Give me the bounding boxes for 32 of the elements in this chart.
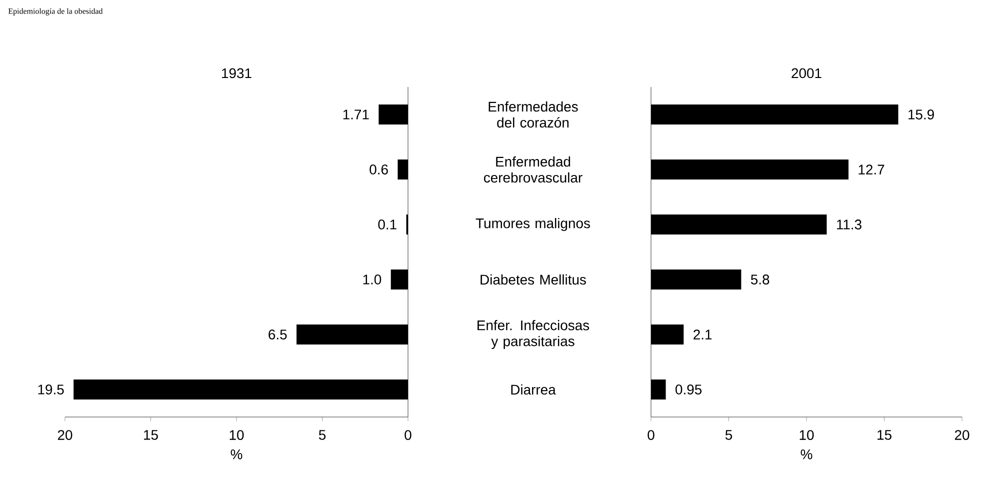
data-label: 1.0: [363, 274, 382, 284]
y-tick-label: Enfer. Infecciosas y parasitarias: [478, 320, 590, 349]
chart-title: 1931: [222, 68, 252, 78]
data-label: 15.9: [908, 110, 934, 120]
x-tick-label: 0: [648, 430, 654, 440]
x-tick-label: 15: [878, 430, 892, 440]
y-tick-label: Diarrea: [511, 384, 556, 395]
data-label: 11.3: [836, 220, 862, 230]
x-tick-label: 5: [725, 430, 732, 440]
x-tick-label: 15: [144, 430, 158, 440]
x-tick-label: 0: [404, 430, 412, 440]
y-tick-label: Diabetes Mellitus: [480, 274, 586, 285]
data-label: 0.1: [378, 220, 396, 230]
data-label: 2.1: [694, 330, 712, 340]
y-tick-label: Enfermedad cerebrovascular: [484, 156, 582, 183]
data-label: 12.7: [858, 164, 884, 174]
y-tick-label: Tumores malignos: [476, 218, 590, 232]
data-label: 19.5: [38, 384, 64, 394]
x-tick-label: 10: [800, 430, 814, 440]
y-tick-label: Enfermedades del corazón: [488, 101, 578, 128]
x-tick-label: 10: [230, 430, 244, 440]
x-tick-label: 20: [954, 430, 970, 440]
data-label: 1.71: [343, 110, 369, 120]
x-tick-label: 5: [318, 430, 326, 440]
data-label: 0.95: [676, 384, 702, 394]
chart-title: 2001: [792, 68, 822, 78]
data-label: 6.5: [268, 330, 287, 340]
x-axis-title: %: [230, 449, 242, 460]
data-label: 0.6: [370, 164, 388, 174]
data-label: 5.8: [750, 274, 770, 284]
x-axis-title: %: [800, 449, 812, 460]
x-tick-label: 20: [58, 430, 72, 440]
